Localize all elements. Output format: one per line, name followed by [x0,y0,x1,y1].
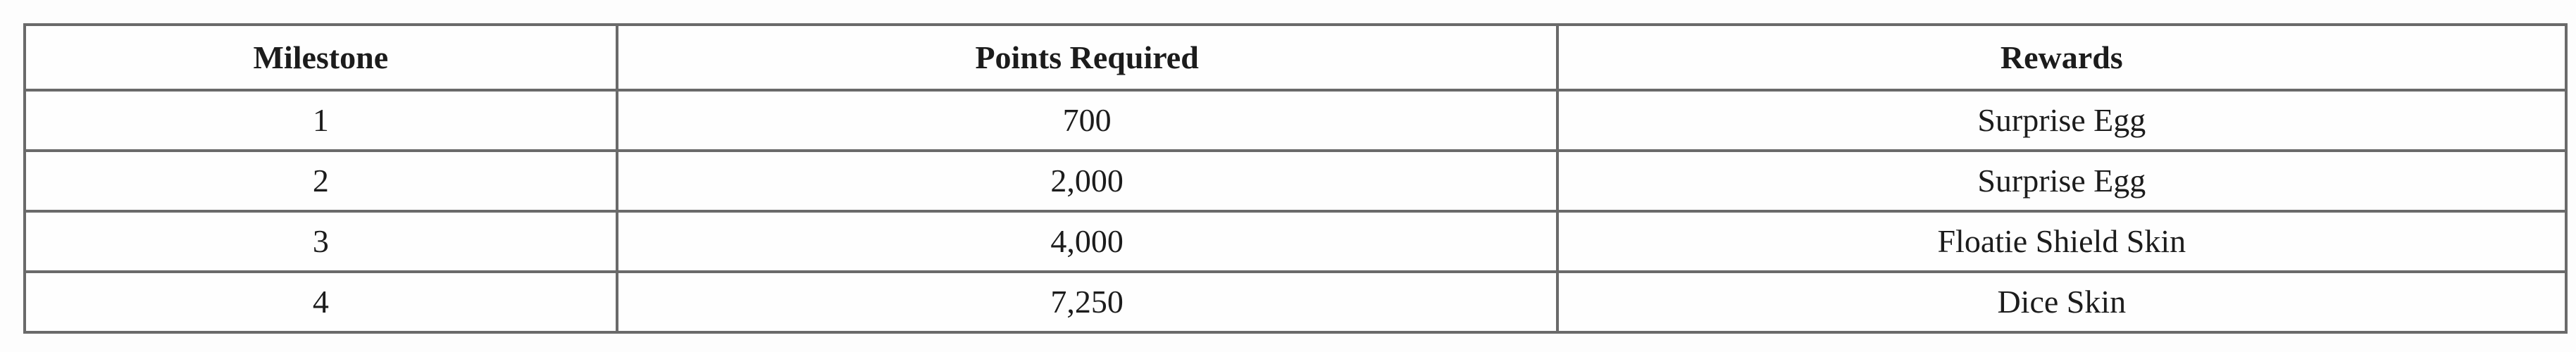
table-header-row: Milestone Points Required Rewards [23,23,2568,92]
cell-reward: Surprise Egg [1555,89,2568,152]
table-row: 2 2,000 Surprise Egg [23,149,2568,213]
cell-points-required: 4,000 [615,210,1559,273]
cell-points-required: 700 [615,89,1559,152]
table-row: 1 700 Surprise Egg [23,89,2568,152]
cell-reward: Dice Skin [1555,270,2568,334]
cell-points-required: 2,000 [615,149,1559,213]
table-row: 4 7,250 Dice Skin [23,270,2568,334]
table-row: 3 4,000 Floatie Shield Skin [23,210,2568,273]
cell-reward: Floatie Shield Skin [1555,210,2568,273]
cell-milestone: 3 [23,210,618,273]
cell-reward: Surprise Egg [1555,149,2568,213]
cell-milestone: 1 [23,89,618,152]
header-cell-milestone: Milestone [23,23,618,92]
cell-milestone: 4 [23,270,618,334]
cell-points-required: 7,250 [615,270,1559,334]
header-cell-rewards: Rewards [1555,23,2568,92]
milestone-rewards-table: Milestone Points Required Rewards 1 700 … [23,23,2568,334]
header-cell-points-required: Points Required [615,23,1559,92]
cell-milestone: 2 [23,149,618,213]
